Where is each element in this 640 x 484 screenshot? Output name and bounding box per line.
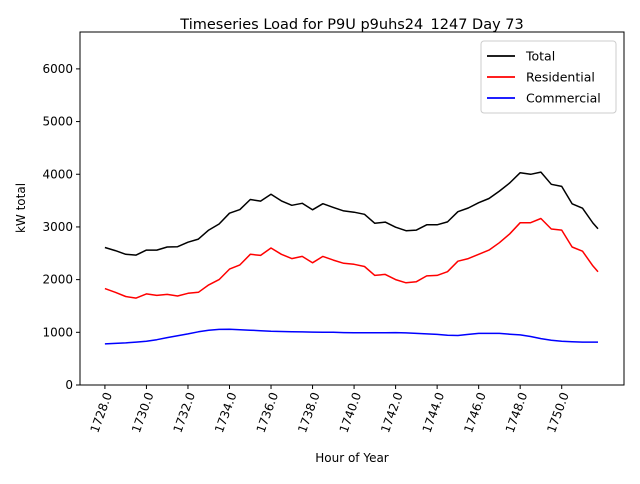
series-line-commercial (104, 328, 598, 345)
y-tick-label: 6000 (42, 62, 73, 76)
legend-label-commercial: Commercial (526, 91, 601, 106)
x-tick-label: 1742.0 (378, 390, 406, 434)
legend-label-residential: Residential (526, 70, 595, 85)
x-tick-label: 1740.0 (337, 390, 365, 434)
x-tick-label: 1738.0 (295, 390, 323, 434)
y-axis: 0 1000 2000 3000 4000 5000 6000 (42, 62, 80, 392)
y-tick-label: 4000 (42, 167, 73, 181)
chart-title: Timeseries Load for P9U p9uhs24_1247 Day… (179, 17, 523, 33)
x-tick-label: 1732.0 (171, 390, 199, 434)
x-tick-label: 1728.0 (88, 390, 116, 434)
series-layer (104, 171, 599, 345)
legend-label-total: Total (525, 49, 555, 64)
y-tick-label: 0 (65, 378, 73, 392)
plot-frame (79, 31, 625, 386)
legend-frame (480, 40, 617, 114)
x-tick-label: 1750.0 (544, 390, 572, 434)
x-tick-label: 1734.0 (212, 390, 240, 434)
series-line-total (104, 171, 599, 256)
y-tick-label: 5000 (42, 115, 73, 129)
x-tick-label: 1748.0 (503, 390, 531, 434)
y-tick-label: 3000 (42, 220, 73, 234)
x-tick-label: 1730.0 (129, 390, 157, 434)
y-axis-label: kW total (14, 183, 28, 233)
x-tick-label: 1736.0 (254, 390, 282, 434)
y-tick-label: 1000 (42, 325, 73, 339)
series-line-residential (104, 217, 599, 299)
x-axis-label: Hour of Year (315, 451, 389, 465)
legend: Total Residential Commercial (480, 40, 617, 114)
x-tick-label: 1746.0 (461, 390, 489, 434)
x-tick-label: 1744.0 (420, 390, 448, 434)
x-axis: 1728.0 1730.0 1732.0 1734.0 1736.0 1738.0 1740… (88, 385, 572, 435)
y-tick-label: 2000 (42, 273, 73, 287)
